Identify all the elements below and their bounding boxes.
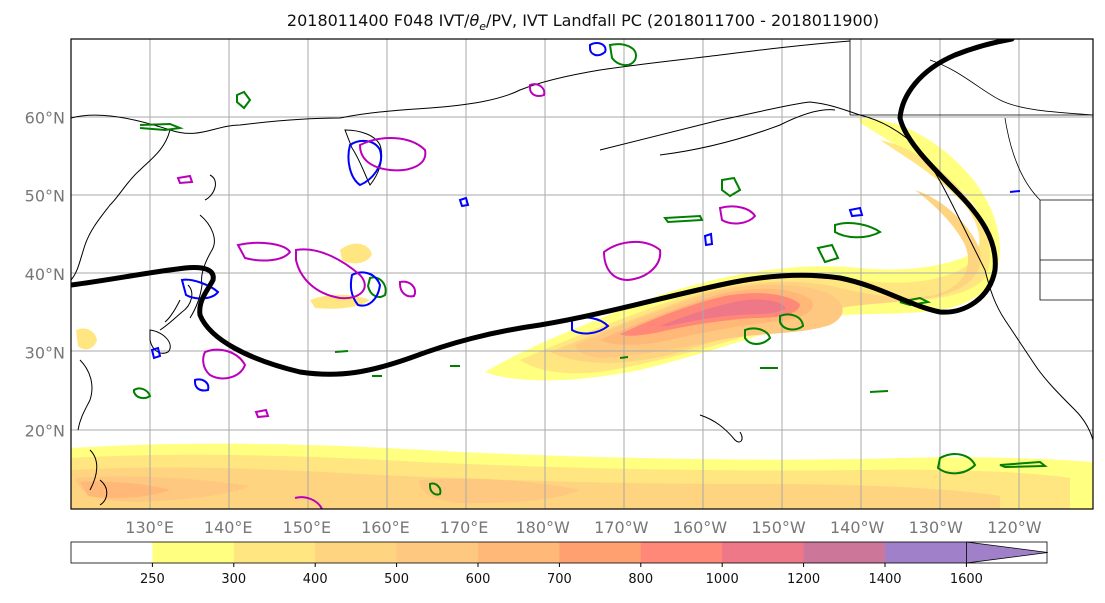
lat-label: 40°N	[25, 265, 65, 284]
colorbar-tick-label: 500	[384, 572, 409, 587]
theta-e-contours	[133, 43, 1048, 496]
lon-label: 180°W	[516, 518, 571, 537]
lon-label: 160°E	[361, 518, 410, 537]
map-frame	[70, 38, 1094, 510]
colorbar-segment	[722, 542, 805, 563]
lat-label: 30°N	[25, 343, 65, 362]
ivt-tropical-band	[71, 443, 1093, 509]
lat-label: 50°N	[25, 187, 65, 206]
colorbar-tick-label: 600	[466, 572, 491, 587]
colorbar-tick-label: 1000	[706, 572, 739, 587]
colorbar-segment	[396, 542, 479, 563]
colorbar-segment	[233, 542, 316, 563]
colorbar-tick-label: 800	[628, 572, 653, 587]
colorbar-segment	[803, 542, 886, 563]
lon-label: 170°W	[594, 518, 649, 537]
map-panel	[70, 38, 1094, 510]
longitude-labels: 130°E 140°E 150°E 160°E 170°E 180°W 170°W 160°W…	[125, 518, 1041, 537]
latitude-labels: 60°N 50°N 40°N 30°N 20°N	[25, 108, 65, 440]
lon-label: 120°W	[987, 518, 1042, 537]
pv-magenta-contours	[176, 83, 757, 509]
lon-label: 150°E	[283, 518, 332, 537]
lat-label: 20°N	[25, 422, 65, 441]
colorbar-tick-label: 1400	[868, 572, 901, 587]
lon-label: 150°W	[751, 518, 806, 537]
colorbar-tick-label: 1600	[950, 572, 983, 587]
lon-label: 130°E	[125, 518, 174, 537]
colorbar-segment	[315, 542, 398, 563]
lon-label: 140°E	[204, 518, 253, 537]
colorbar-extend-arrow	[966, 541, 1048, 564]
lon-label: 160°W	[673, 518, 728, 537]
colorbar-tick-label: 700	[547, 572, 572, 587]
figure-title: 2018011400 F048 IVT/θe/PV, IVT Landfall …	[287, 11, 879, 33]
lon-label: 170°E	[440, 518, 489, 537]
colorbar-tick-label: 250	[140, 572, 165, 587]
political-borders	[849, 39, 1093, 301]
colorbar-segment	[71, 542, 153, 563]
colorbar-segment	[559, 542, 642, 563]
colorbar-tick-label: 300	[221, 572, 246, 587]
colorbar-tick-label: 1200	[787, 572, 820, 587]
colorbar-tick-label: 400	[303, 572, 328, 587]
colorbar: 250 300 400 500 600 700 800 1000 1200 1400 1600	[70, 541, 1048, 587]
lat-label: 60°N	[25, 108, 65, 127]
ivt-atmospheric-river	[76, 118, 1000, 381]
colorbar-segment	[640, 542, 723, 563]
colorbar-segment	[478, 542, 560, 563]
colorbar-segment	[885, 542, 967, 563]
ivt-landfall-pc-line	[71, 39, 1015, 377]
colorbar-segment	[152, 542, 235, 563]
lon-label: 140°W	[830, 518, 885, 537]
lon-label: 130°W	[909, 518, 964, 537]
